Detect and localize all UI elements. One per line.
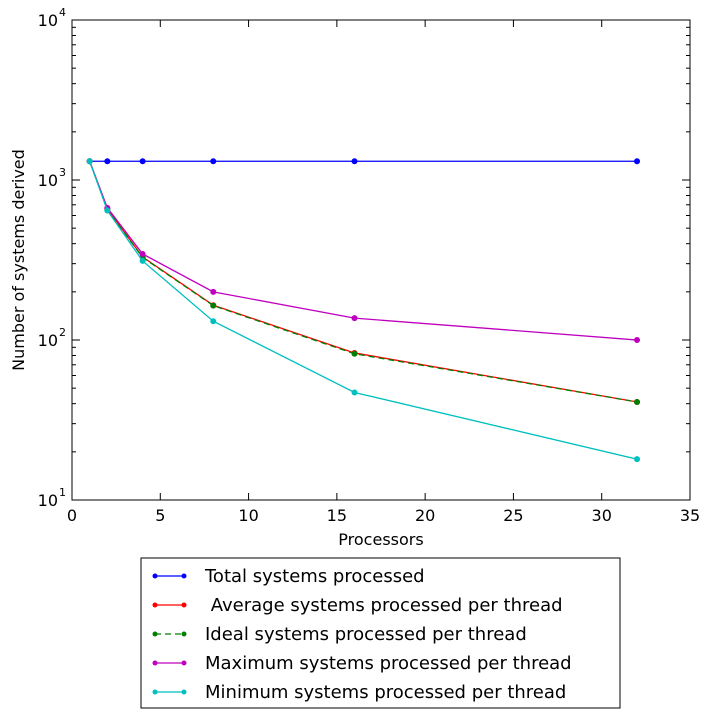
legend-marker <box>181 602 187 608</box>
y-tick-label: 10 2 <box>38 326 66 350</box>
data-point <box>634 337 641 343</box>
x-tick-label: 5 <box>155 506 165 525</box>
series-line <box>89 161 638 403</box>
y-tick-label: 10 4 <box>38 6 66 30</box>
legend-label: Total systems processed <box>204 566 425 587</box>
x-tick-label: 20 <box>415 506 435 525</box>
data-point <box>210 302 217 309</box>
legend: Total systems processed Average systems … <box>140 557 621 709</box>
data-point <box>104 207 111 214</box>
y-tick-label: 10 1 <box>38 486 66 510</box>
data-point <box>351 315 358 322</box>
x-tick-label: 30 <box>592 506 612 525</box>
series-line <box>89 161 638 403</box>
legend-box <box>140 557 621 709</box>
data-point <box>139 158 146 165</box>
legend-item: Maximum systems processed per thread <box>152 653 572 674</box>
data-point <box>210 318 217 325</box>
series-2 <box>86 158 641 405</box>
x-tick-label: 25 <box>503 506 523 525</box>
x-tick-label: 0 <box>67 506 77 525</box>
y-tick-exponent: 1 <box>59 486 66 499</box>
y-tick-exponent: 2 <box>59 326 66 339</box>
legend-label: Average systems processed per thread <box>205 595 563 616</box>
data-point <box>139 250 146 257</box>
series-line <box>89 161 638 460</box>
data-point <box>351 158 358 165</box>
y-tick-exponent: 4 <box>59 6 66 19</box>
legend-marker <box>181 689 187 695</box>
y-tick-base: 10 <box>38 171 58 190</box>
legend-marker <box>181 631 187 637</box>
legend-marker <box>181 573 187 579</box>
legend-marker <box>152 573 158 579</box>
series-4 <box>86 158 641 463</box>
data-point <box>139 257 146 264</box>
y-tick-base: 10 <box>38 331 58 350</box>
x-tick-label: 15 <box>327 506 347 525</box>
legend-marker <box>152 689 158 695</box>
legend-item: Total systems processed <box>152 566 425 587</box>
data-point <box>210 288 217 295</box>
x-tick-label: 10 <box>238 506 258 525</box>
series-0 <box>86 158 641 165</box>
legend-item: Ideal systems processed per thread <box>152 624 527 645</box>
x-axis-label: Processors <box>338 530 423 549</box>
legend-item: Average systems processed per thread <box>152 595 563 616</box>
series-3 <box>86 158 641 343</box>
series-layer <box>86 158 641 463</box>
legend-label: Maximum systems processed per thread <box>205 653 572 674</box>
legend-marker <box>152 631 158 637</box>
legend-marker <box>152 660 158 666</box>
data-point <box>104 158 111 165</box>
data-point <box>86 158 93 165</box>
legend-label: Ideal systems processed per thread <box>205 624 527 645</box>
y-tick-exponent: 3 <box>59 166 66 179</box>
data-point <box>634 398 641 405</box>
y-tick-label: 10 3 <box>38 166 66 190</box>
data-point <box>351 350 358 357</box>
legend-item: Minimum systems processed per thread <box>152 682 566 703</box>
y-tick-base: 10 <box>38 491 58 510</box>
series-line <box>89 161 638 341</box>
legend-marker <box>152 602 158 608</box>
series-1 <box>86 158 641 405</box>
legend-label: Minimum systems processed per thread <box>205 682 566 703</box>
data-point <box>634 158 641 165</box>
legend-marker <box>181 660 187 666</box>
data-point <box>634 456 641 463</box>
data-point <box>210 158 217 165</box>
data-point <box>351 389 358 396</box>
x-tick-label: 35 <box>680 506 700 525</box>
plot-frame <box>71 19 691 501</box>
y-tick-base: 10 <box>38 11 58 30</box>
y-axis-label: Number of systems derived <box>9 149 28 371</box>
